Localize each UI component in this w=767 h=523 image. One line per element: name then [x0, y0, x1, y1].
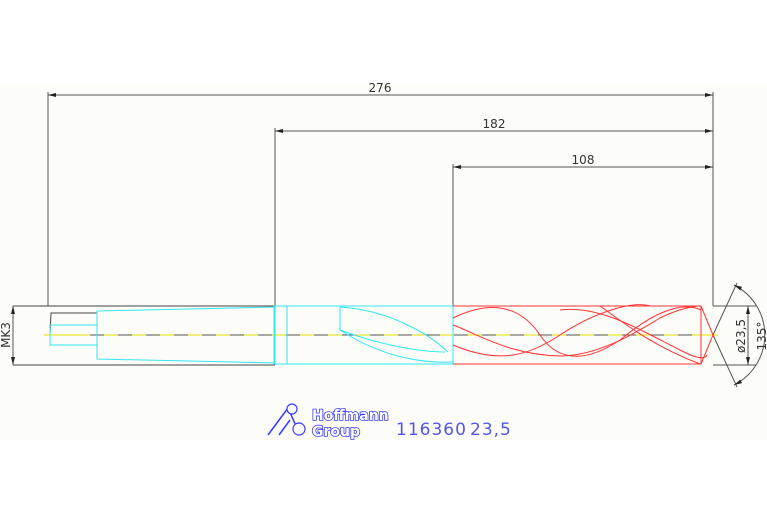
fluted-body: [452, 304, 714, 365]
dim-mk3-label: MK3: [0, 322, 13, 348]
angle-line-top: [712, 282, 738, 336]
dim-182-label: 182: [483, 117, 506, 131]
angle-line-bottom: [712, 334, 738, 388]
dim-angle-label: 135°: [755, 322, 767, 351]
dim-angle-arc: [733, 284, 766, 386]
dim-diameter-label: ø23,5: [734, 319, 748, 353]
drill-tip: [700, 305, 714, 365]
hoffmann-group-logo: Hoffmann Group: [267, 403, 389, 441]
logo-line2: Group: [312, 424, 360, 440]
morse-taper: [96, 306, 276, 364]
flute-runout-1: [339, 307, 446, 353]
dim-108-label: 108: [572, 153, 595, 167]
article-number: 116360: [396, 420, 467, 440]
dim-276-label: 276: [369, 81, 392, 95]
logo-line1: Hoffmann: [312, 408, 389, 424]
taper-shank: [49, 305, 454, 365]
dimension-lines: [11, 92, 766, 388]
drawing-area: [0, 85, 767, 440]
drill-size: 23,5: [470, 420, 512, 440]
collar: [273, 305, 288, 365]
